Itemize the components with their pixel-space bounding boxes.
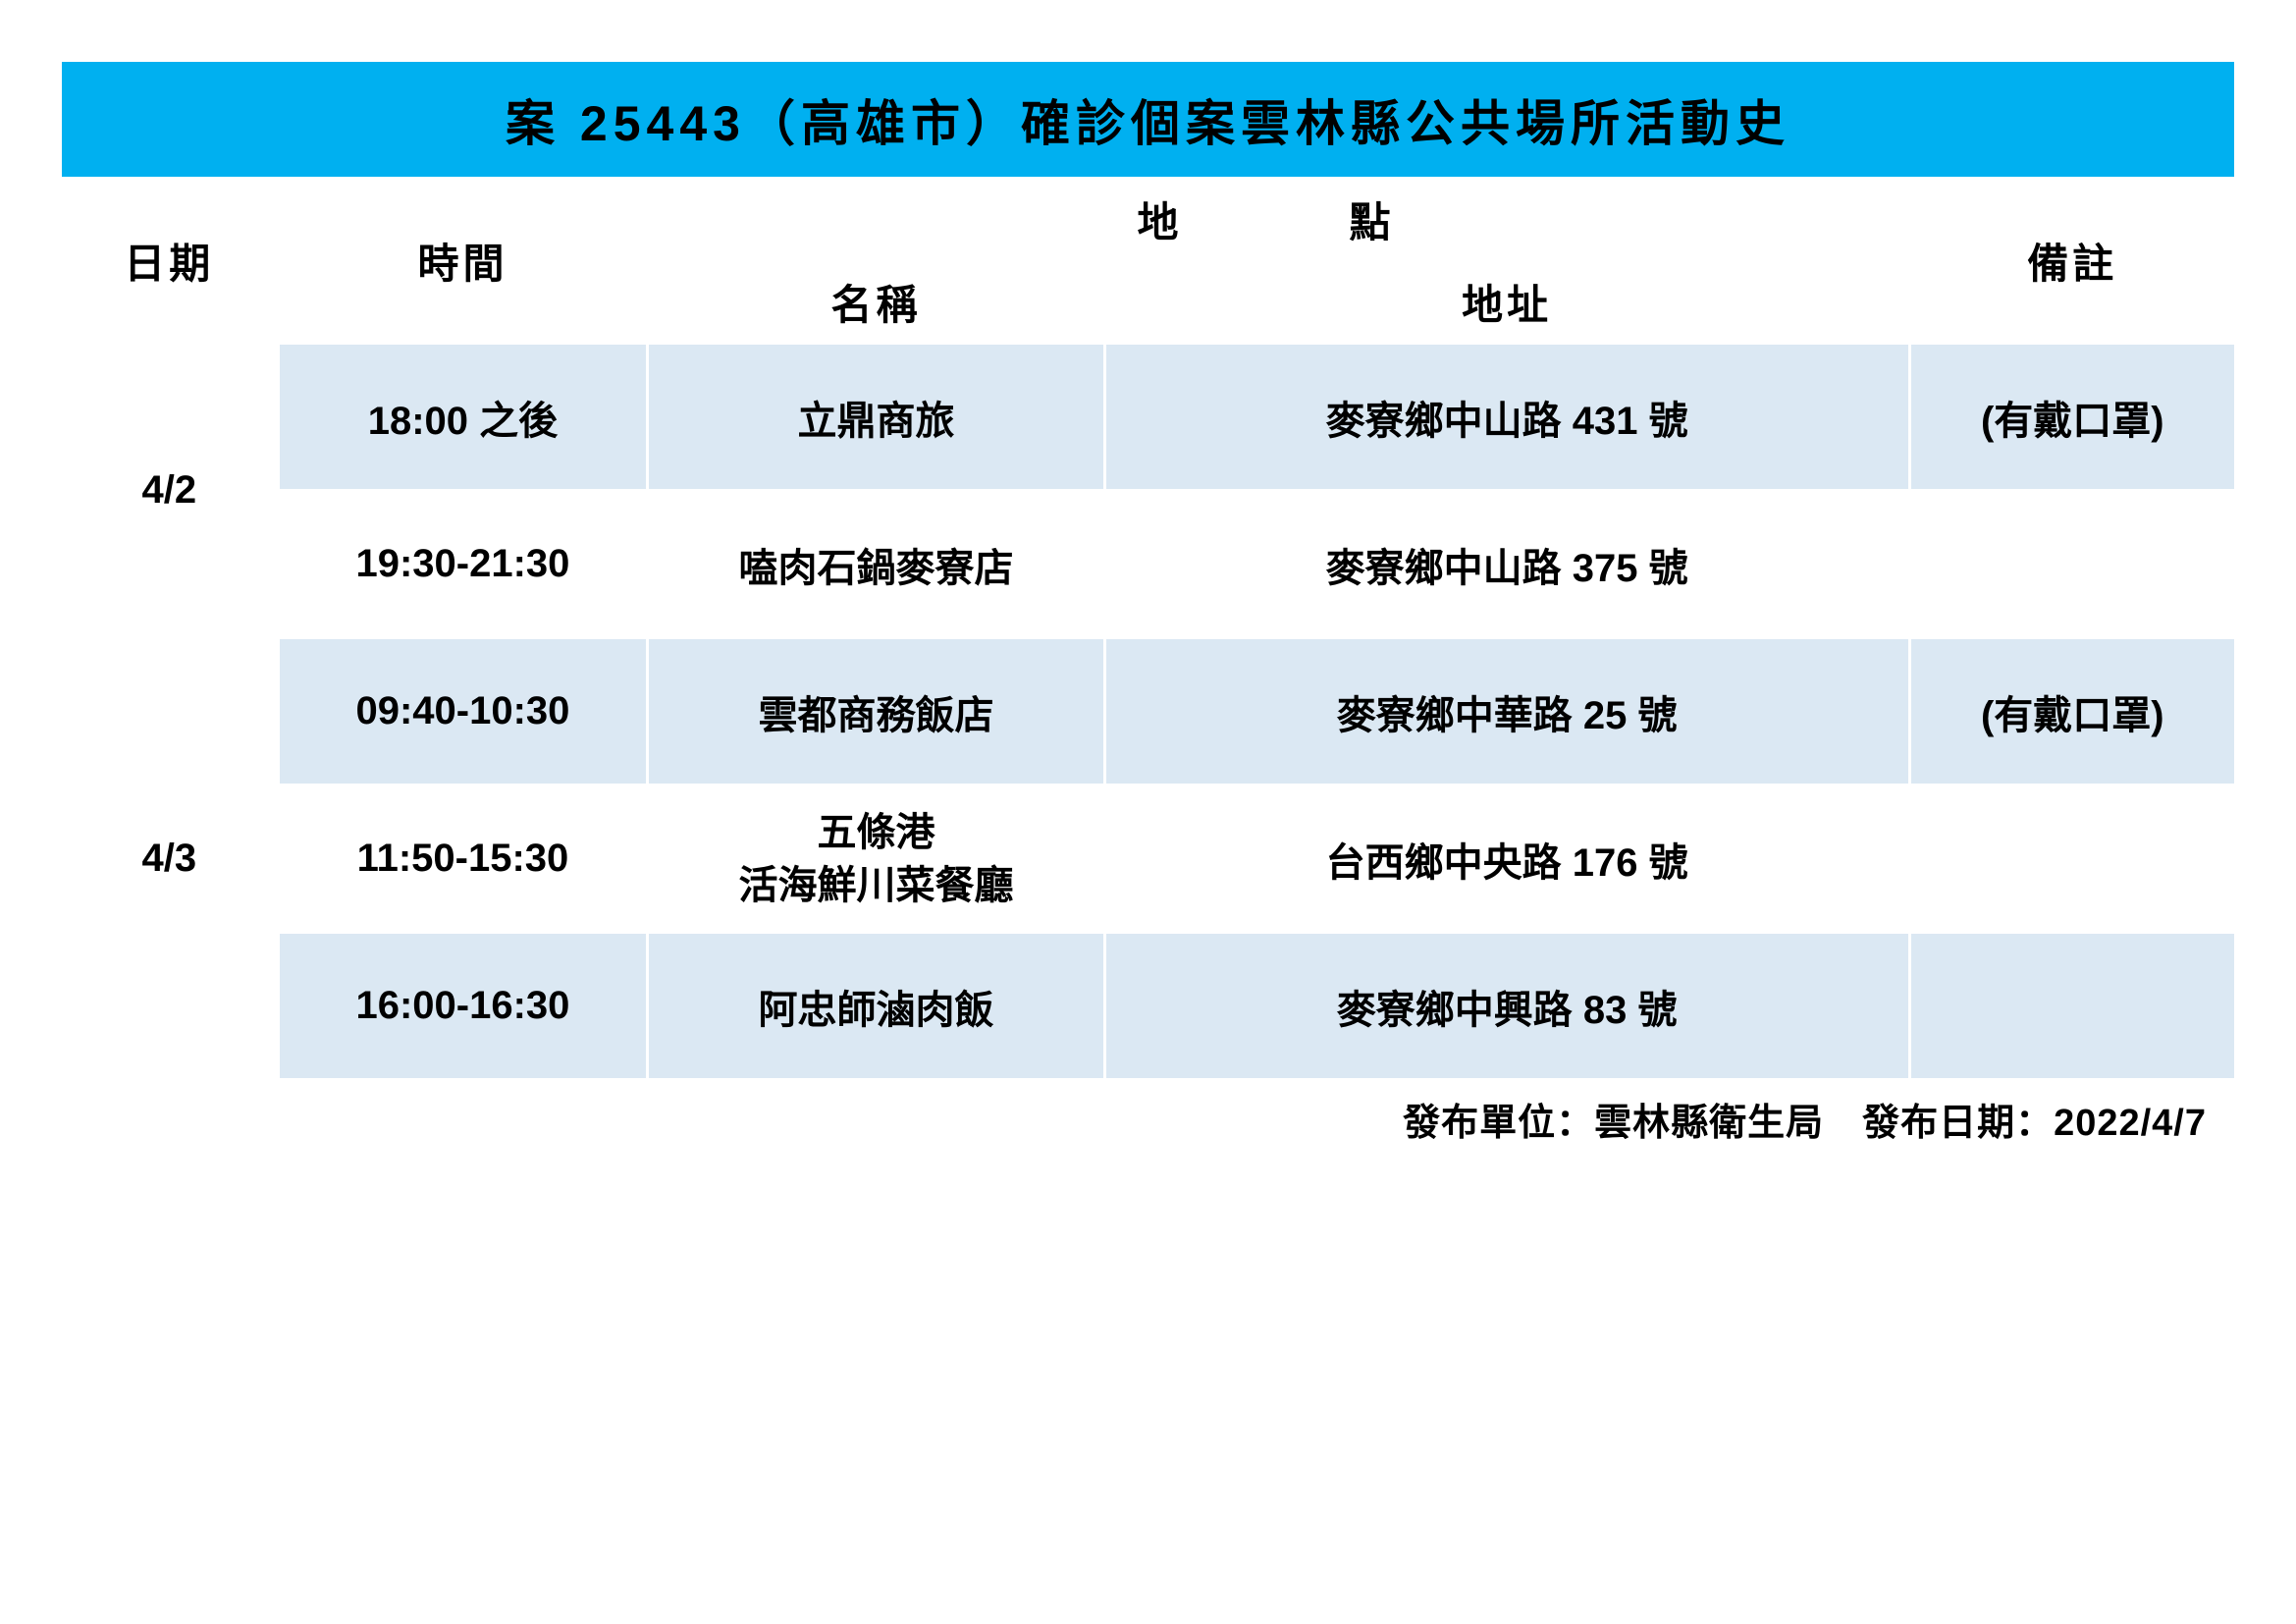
- cell-note: [1909, 933, 2235, 1080]
- col-header-address: 地址: [1104, 261, 1909, 344]
- cell-time: 19:30-21:30: [278, 491, 648, 638]
- table-row: 4/3 09:40-10:30 雲都商務飯店 麥寮鄉中華路 25 號 (有戴口罩…: [61, 638, 2236, 785]
- table-footer-row: 發布單位：雲林縣衛生局 發布日期：2022/4/7: [61, 1080, 2236, 1159]
- cell-address: 麥寮鄉中華路 25 號: [1104, 638, 1909, 785]
- table-row: 4/2 18:00 之後 立鼎商旅 麥寮鄉中山路 431 號 (有戴口罩): [61, 344, 2236, 491]
- footer-text: 發布單位：雲林縣衛生局 發布日期：2022/4/7: [61, 1080, 2236, 1159]
- col-header-name: 名稱: [648, 261, 1104, 344]
- cell-name: 嗑肉石鍋麥寮店: [648, 491, 1104, 638]
- activity-history-table: 案 25443（高雄市）確診個案雲林縣公共場所活動史 日期 時間 地 點 備註 …: [59, 59, 2237, 1160]
- cell-name: 五條港 活海鮮川菜餐廳: [648, 785, 1104, 933]
- name-line-1: 五條港: [657, 806, 1095, 859]
- cell-time: 11:50-15:30: [278, 785, 648, 933]
- col-header-time: 時間: [278, 179, 648, 344]
- cell-note: [1909, 491, 2235, 638]
- cell-time: 16:00-16:30: [278, 933, 648, 1080]
- cell-time: 18:00 之後: [278, 344, 648, 491]
- name-line-2: 活海鮮川菜餐廳: [657, 859, 1095, 912]
- cell-name: 立鼎商旅: [648, 344, 1104, 491]
- table-row: 11:50-15:30 五條港 活海鮮川菜餐廳 台西鄉中央路 176 號: [61, 785, 2236, 933]
- cell-note: (有戴口罩): [1909, 638, 2235, 785]
- col-header-date: 日期: [61, 179, 279, 344]
- cell-date: 4/2: [61, 344, 279, 638]
- cell-note: [1909, 785, 2235, 933]
- cell-address: 台西鄉中央路 176 號: [1104, 785, 1909, 933]
- cell-address: 麥寮鄉中興路 83 號: [1104, 933, 1909, 1080]
- table-title: 案 25443（高雄市）確診個案雲林縣公共場所活動史: [61, 61, 2236, 179]
- cell-date: 4/3: [61, 638, 279, 1080]
- table-row: 19:30-21:30 嗑肉石鍋麥寮店 麥寮鄉中山路 375 號: [61, 491, 2236, 638]
- cell-name: 阿忠師滷肉飯: [648, 933, 1104, 1080]
- cell-address: 麥寮鄉中山路 431 號: [1104, 344, 1909, 491]
- col-header-location-group: 地 點: [648, 179, 1909, 261]
- cell-address: 麥寮鄉中山路 375 號: [1104, 491, 1909, 638]
- cell-note: (有戴口罩): [1909, 344, 2235, 491]
- col-header-note: 備註: [1909, 179, 2235, 344]
- cell-time: 09:40-10:30: [278, 638, 648, 785]
- cell-name: 雲都商務飯店: [648, 638, 1104, 785]
- table-row: 16:00-16:30 阿忠師滷肉飯 麥寮鄉中興路 83 號: [61, 933, 2236, 1080]
